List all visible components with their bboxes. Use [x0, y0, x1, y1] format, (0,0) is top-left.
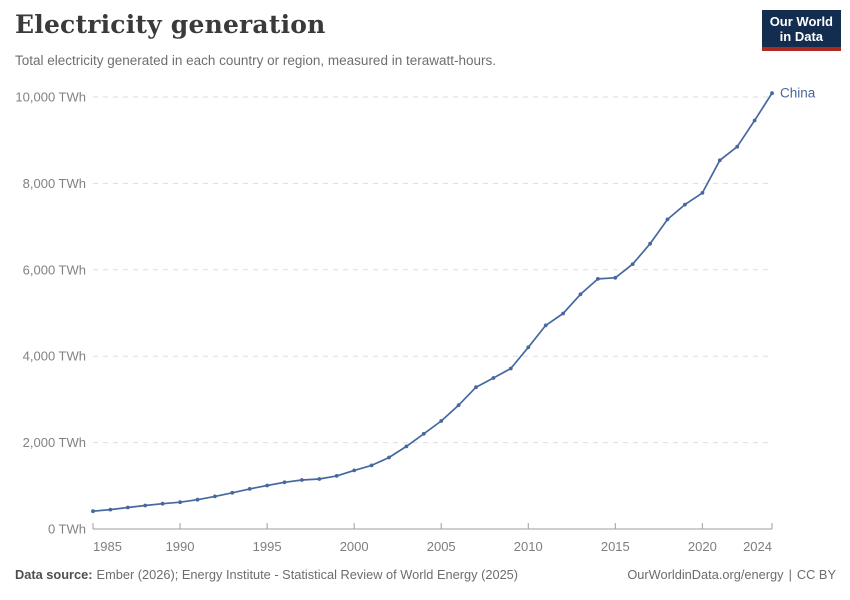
china-data-point[interactable] — [178, 500, 183, 505]
data-source-note: Data source: Ember (2026); Energy Institu… — [15, 567, 518, 582]
china-data-point[interactable] — [213, 494, 217, 499]
china-data-point[interactable] — [456, 403, 461, 408]
x-axis-tick-label: 2010 — [514, 539, 543, 554]
china-data-point[interactable] — [369, 463, 374, 468]
x-axis-tick-label: 2005 — [427, 539, 456, 554]
china-data-point[interactable] — [648, 241, 652, 246]
china-data-point[interactable] — [630, 262, 635, 266]
china-data-point[interactable] — [108, 507, 113, 512]
china-data-point[interactable] — [334, 474, 339, 478]
china-data-point[interactable] — [265, 483, 269, 488]
owid-url-link[interactable]: OurWorldinData.org/energy — [627, 567, 784, 582]
china-line[interactable] — [92, 92, 773, 513]
x-axis-tick-label: 2024 — [743, 539, 772, 554]
china-data-point[interactable] — [578, 292, 583, 297]
china-data-point[interactable] — [195, 497, 200, 502]
china-data-point[interactable] — [613, 275, 618, 280]
china-data-point[interactable] — [543, 323, 548, 328]
china-data-point[interactable] — [735, 144, 740, 149]
y-axis-tick-label: 8,000 TWh — [23, 176, 86, 191]
china-data-point[interactable] — [352, 468, 357, 473]
china-data-point[interactable] — [717, 158, 722, 163]
china-data-point[interactable] — [596, 277, 600, 281]
data-source-label: Data source: — [15, 567, 93, 582]
china-data-point[interactable] — [143, 503, 148, 508]
china-data-point[interactable] — [752, 118, 757, 123]
y-axis-tick-label: 4,000 TWh — [23, 349, 86, 364]
page-title: Electricity generation — [15, 10, 326, 39]
china-data-point[interactable] — [125, 505, 130, 510]
china-data-point[interactable] — [508, 366, 513, 371]
license-label: CC BY — [796, 567, 836, 582]
y-axis-tick-label: 2,000 TWh — [23, 435, 86, 450]
china-data-point[interactable] — [421, 431, 426, 436]
china-data-point[interactable] — [491, 376, 496, 380]
y-axis-tick-label: 6,000 TWh — [23, 262, 86, 277]
x-axis-tick-label: 2000 — [340, 539, 369, 554]
china-data-point[interactable] — [439, 419, 444, 423]
china-data-point[interactable] — [317, 477, 322, 481]
china-data-point[interactable] — [160, 501, 165, 506]
owid-logo-line1: Our World — [769, 14, 833, 29]
footer-links: OurWorldinData.org/energy | CC BY — [627, 567, 836, 582]
china-data-point[interactable] — [300, 478, 304, 482]
x-axis-tick-label: 2015 — [601, 539, 630, 554]
china-data-point[interactable] — [404, 444, 409, 449]
china-data-point[interactable] — [526, 345, 531, 350]
owid-logo-line2: in Data — [779, 29, 824, 44]
china-data-point[interactable] — [561, 311, 565, 316]
series-label-china[interactable]: China — [780, 86, 816, 101]
china-data-point[interactable] — [665, 217, 670, 222]
china-data-point[interactable] — [282, 480, 287, 485]
x-axis-tick-label: 1995 — [253, 539, 282, 554]
china-data-point[interactable] — [683, 202, 687, 207]
footer-separator: | — [788, 567, 792, 582]
y-axis-tick-label: 10,000 TWh — [15, 90, 86, 105]
x-axis-tick-label: 1990 — [166, 539, 195, 554]
china-data-point[interactable] — [230, 490, 235, 495]
x-axis-tick-label: 1985 — [93, 539, 122, 554]
china-data-point[interactable] — [91, 509, 95, 514]
y-axis-tick-label: 0 TWh — [48, 522, 86, 537]
data-source-text: Ember (2026); Energy Institute - Statist… — [96, 567, 519, 582]
china-data-point[interactable] — [770, 91, 774, 96]
china-data-point[interactable] — [247, 487, 252, 491]
china-data-point[interactable] — [700, 191, 705, 195]
chart-subtitle: Total electricity generated in each coun… — [15, 53, 496, 68]
china-data-point[interactable] — [387, 455, 391, 460]
chart-footer: Data source: Ember (2026); Energy Institu… — [15, 567, 836, 582]
owid-logo[interactable]: Our World in Data — [761, 10, 841, 51]
china-data-point[interactable] — [474, 385, 478, 390]
x-axis-tick-label: 2020 — [688, 539, 717, 554]
